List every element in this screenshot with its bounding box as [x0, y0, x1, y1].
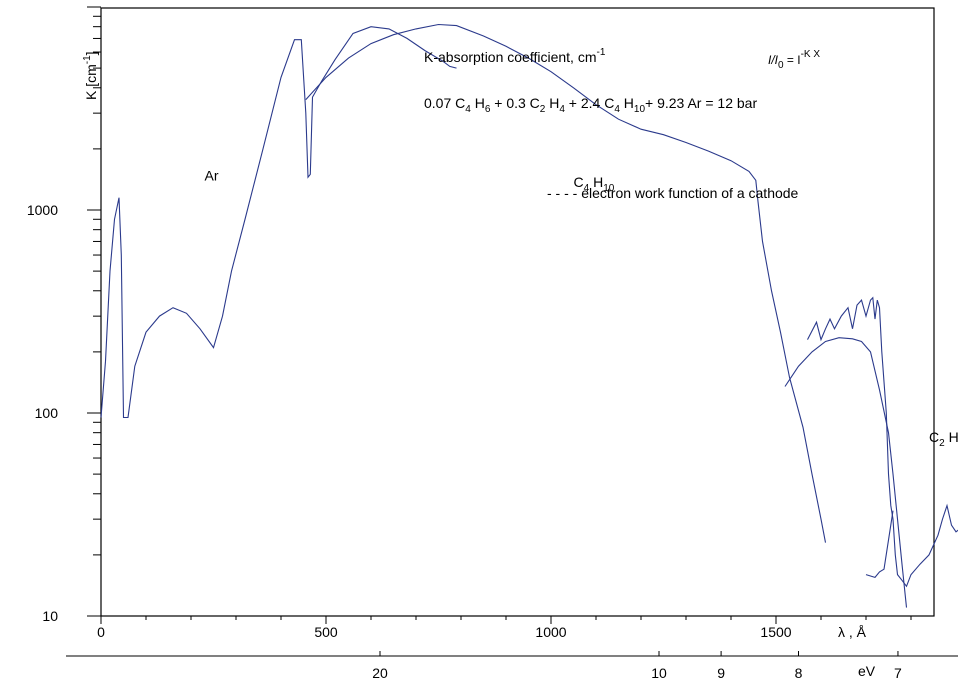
x-tick-label: 1500: [760, 624, 791, 640]
formula-part: + 0.3 C: [490, 95, 539, 111]
series-label-part: Ar: [205, 167, 219, 183]
y-tick-label: 10: [42, 608, 58, 624]
y-tick-label: 100: [35, 405, 59, 421]
attenuation-law: I/I0 = I-K X: [768, 49, 820, 71]
series-line: [807, 296, 958, 588]
series-group: [100, 23, 958, 608]
formula-part: 2: [540, 104, 546, 115]
formula-part: 10: [634, 104, 646, 115]
ev-tick-label: 20: [372, 665, 388, 681]
work-function-legend: - - - - electron work function of a cath…: [547, 185, 799, 201]
series-line: [305, 23, 827, 543]
y-tick-label: 1000: [27, 202, 58, 218]
formula-part: H: [620, 95, 634, 111]
formula-part: 4: [614, 104, 620, 115]
formula-part: 0.07 C: [424, 95, 465, 111]
series-line: [784, 337, 908, 608]
ev-axis: 201098765: [66, 651, 958, 681]
series-label-part: H: [945, 429, 958, 445]
series-label-part: 4: [584, 183, 590, 194]
formula-part: + 9.23 Ar = 12 bar: [645, 95, 757, 111]
series-label-part: H: [589, 174, 603, 190]
formula-part: 4: [559, 104, 565, 115]
ev-axis-label: eV: [858, 663, 876, 679]
ev-tick-label: 10: [651, 665, 667, 681]
plot-border: [100, 7, 935, 617]
series-label-part: C: [574, 174, 584, 190]
ev-tick-label: 9: [717, 665, 725, 681]
x-tick-label: 1000: [535, 624, 566, 640]
series-line: [865, 510, 894, 579]
series-label-part: 2: [939, 438, 945, 449]
plot-frame: [100, 7, 935, 617]
x-tick-label: 500: [314, 624, 338, 640]
series-label-part: C: [929, 429, 939, 445]
formula-part: H: [545, 95, 559, 111]
formula-part: 6: [485, 104, 491, 115]
series-label-part: 10: [603, 183, 615, 194]
series-label: C2 H4: [929, 429, 958, 449]
x-axis-label: λ , Å: [838, 624, 867, 640]
ev-tick-label: 7: [894, 665, 902, 681]
formula-part: H: [471, 95, 485, 111]
chart-title: K-absorption coefficient, cm-1: [424, 47, 606, 65]
series-label: C4 H10: [574, 174, 615, 194]
formula-part: + 2.4 C: [565, 95, 614, 111]
series-label: Ar: [205, 167, 219, 183]
ev-tick-label: 8: [795, 665, 803, 681]
x-tick-label: 0: [97, 624, 105, 640]
gas-mixture-formula: 0.07 C4 H6 + 0.3 C2 H4 + 2.4 C4 H10+ 9.2…: [424, 95, 757, 115]
series-line: [100, 26, 457, 419]
y-axis-label: K [cm-1]: [82, 51, 99, 100]
x-axis: 050010001500200025003000: [97, 616, 912, 640]
formula-part: 4: [465, 104, 471, 115]
y-axis: 10 100 1000: [27, 6, 101, 624]
